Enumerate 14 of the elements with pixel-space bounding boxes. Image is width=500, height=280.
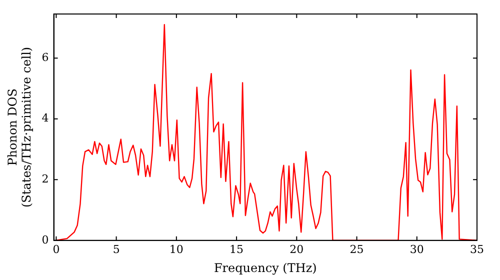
x-tick-label: 30 (410, 242, 424, 256)
x-tick-label: 35 (470, 242, 484, 256)
x-axis-title: Frequency (THz) (214, 260, 317, 275)
y-tick-label: 6 (42, 50, 49, 64)
y-tick-label: 0 (42, 233, 49, 246)
x-tick-label: 20 (290, 242, 304, 256)
x-tick-label: 5 (112, 242, 120, 256)
x-tick-label: 10 (169, 242, 184, 256)
y-tick-label: 2 (42, 172, 49, 186)
y-axis-title: Phonon DOS (States/THz·primitive cell) (5, 46, 34, 208)
y-tick-label: 4 (42, 112, 49, 125)
x-tick-label: 0 (52, 242, 60, 256)
x-tick-label: 15 (230, 242, 244, 256)
x-tick-label: 25 (350, 242, 364, 256)
